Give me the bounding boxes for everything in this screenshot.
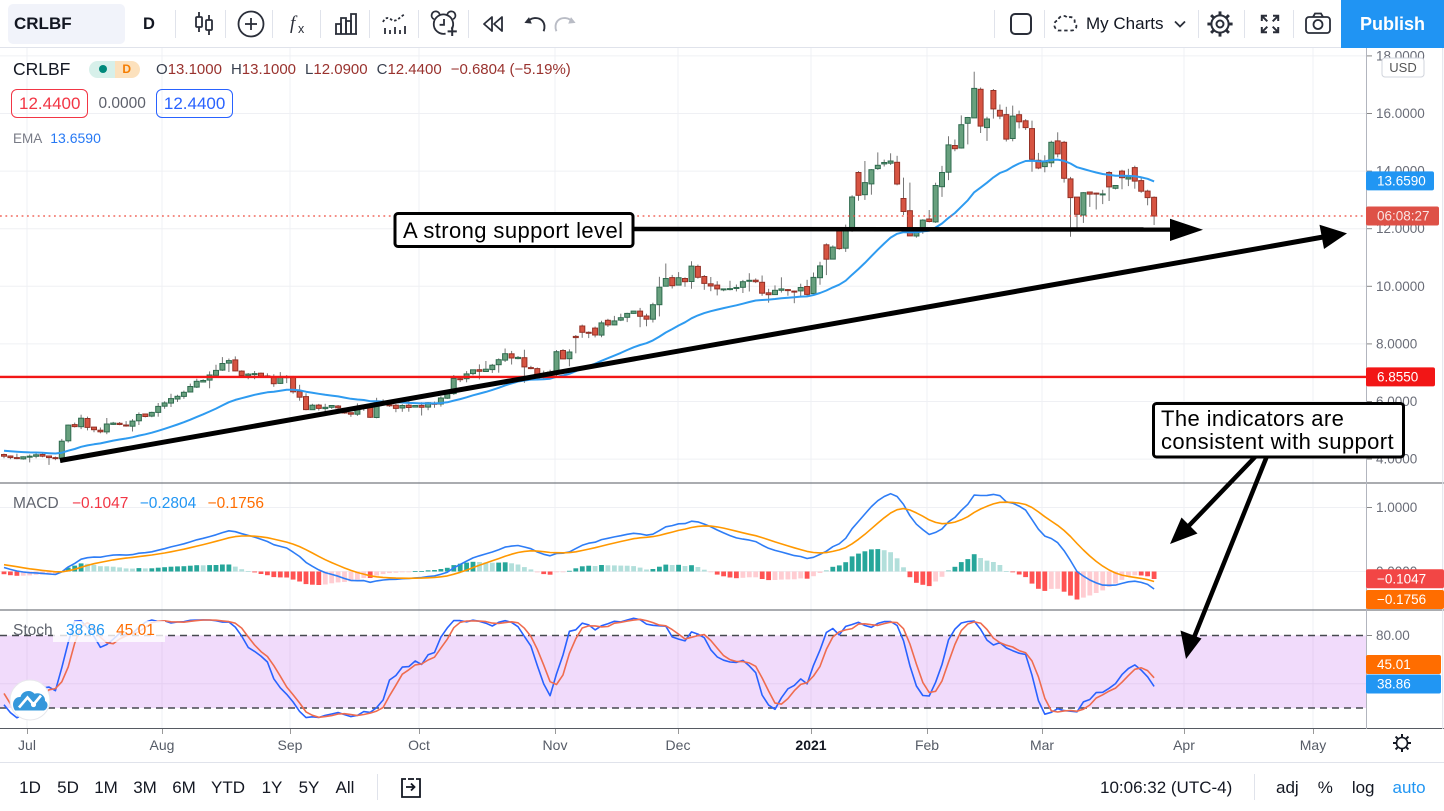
svg-text:80.00: 80.00 — [1376, 628, 1410, 643]
svg-text:1.0000: 1.0000 — [1376, 500, 1417, 515]
svg-text:x: x — [298, 22, 305, 36]
svg-text:13.6590: 13.6590 — [1377, 174, 1426, 189]
svg-text:8.0000: 8.0000 — [1376, 336, 1417, 351]
svg-text:−0.1047: −0.1047 — [1377, 571, 1426, 586]
svg-text:−0.1756: −0.1756 — [1377, 592, 1426, 607]
svg-text:f: f — [290, 13, 298, 34]
svg-text:45.01: 45.01 — [1377, 657, 1411, 672]
svg-text:10.0000: 10.0000 — [1376, 279, 1425, 294]
svg-text:6.8550: 6.8550 — [1377, 370, 1418, 385]
svg-text:06:08:27: 06:08:27 — [1377, 209, 1430, 224]
svg-text:consistent with support: consistent with support — [1161, 429, 1394, 454]
svg-text:USD: USD — [1389, 60, 1416, 75]
svg-text:A strong support level: A strong support level — [403, 218, 623, 243]
svg-text:The indicators are: The indicators are — [1161, 406, 1344, 431]
svg-text:38.86: 38.86 — [1377, 677, 1411, 692]
svg-text:16.0000: 16.0000 — [1376, 106, 1425, 121]
